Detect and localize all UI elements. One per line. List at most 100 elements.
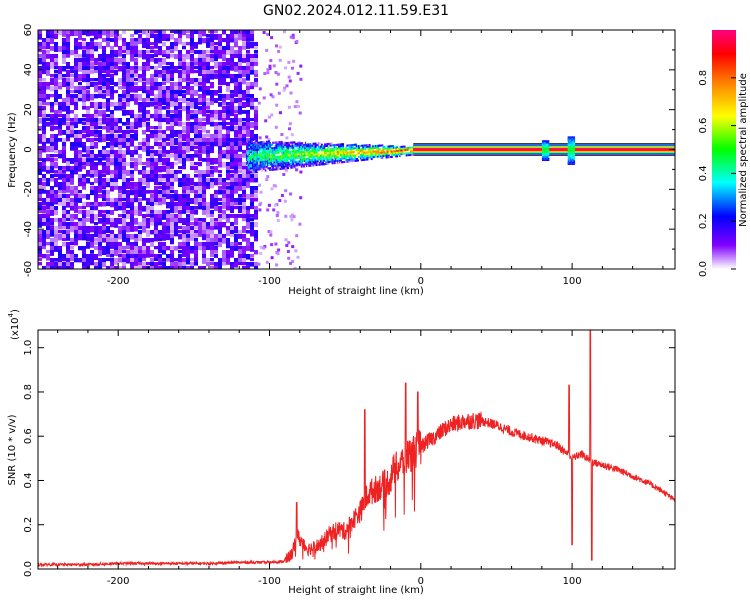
band-cell: [263, 158, 266, 161]
noise-cell: [206, 114, 210, 119]
band-cell: [397, 149, 400, 152]
noise-cell: [122, 186, 126, 191]
sparse-noise-cell: [272, 184, 276, 188]
band-cell: [358, 155, 360, 158]
noise-cell: [146, 114, 150, 118]
noise-cell: [230, 62, 234, 69]
noise-cell: [230, 142, 234, 148]
spur-cell-0: [547, 151, 550, 153]
noise-cell: [38, 186, 42, 190]
band-cell: [281, 144, 284, 147]
band-cell: [329, 144, 332, 147]
band-cell: [252, 151, 255, 154]
noise-cell: [66, 158, 70, 162]
band-cell: [261, 151, 264, 154]
sparse-noise-cell: [258, 183, 262, 187]
noise-cell: [130, 78, 134, 82]
noise-cell: [178, 246, 182, 250]
noise-cell: [242, 138, 246, 145]
spur-cell-1: [570, 160, 573, 162]
noise-cell: [210, 150, 214, 154]
noise-cell: [210, 178, 214, 185]
noise-cell: [106, 114, 110, 118]
band-cell: [272, 149, 275, 151]
noise-cell: [138, 114, 142, 119]
noise-cell: [62, 194, 66, 199]
spur-cell-0: [547, 149, 550, 152]
band-cell: [302, 145, 305, 148]
noise-cell: [74, 142, 78, 149]
noise-cell: [142, 250, 146, 257]
noise-cell: [90, 162, 94, 168]
noise-cell: [82, 58, 86, 64]
band-cell: [372, 152, 375, 155]
noise-cell: [250, 54, 254, 59]
noise-cell: [86, 30, 90, 37]
noise-cell: [62, 214, 66, 220]
noise-cell: [150, 30, 154, 37]
noise-cell: [42, 86, 46, 92]
noise-cell: [94, 202, 98, 208]
noise-cell: [70, 242, 74, 246]
noise-cell: [234, 246, 238, 251]
sparse-noise-cell: [274, 242, 278, 246]
noise-cell: [238, 186, 242, 191]
noise-cell: [218, 174, 222, 178]
noise-cell: [66, 182, 70, 188]
noise-cell: [222, 38, 226, 43]
noise-cell: [134, 118, 138, 124]
noise-cell: [54, 110, 58, 116]
noise-cell: [202, 222, 206, 228]
noise-cell: [210, 170, 214, 176]
noise-cell: [122, 158, 126, 163]
band-cell: [309, 159, 312, 162]
noise-cell: [190, 198, 194, 204]
noise-cell: [154, 158, 158, 163]
noise-cell: [62, 122, 66, 126]
band-cell: [367, 149, 370, 152]
band-cell: [298, 149, 301, 152]
noise-cell: [42, 102, 46, 106]
noise-cell: [46, 250, 50, 253]
noise-cell: [242, 30, 246, 36]
noise-cell: [198, 66, 202, 72]
spur-cell-0: [545, 154, 548, 157]
noise-cell: [58, 86, 62, 90]
noise-cell: [46, 50, 50, 54]
noise-cell: [106, 166, 110, 171]
noise-cell: [182, 98, 186, 104]
band-cell: [313, 148, 316, 151]
noise-cell: [126, 210, 130, 215]
noise-cell: [170, 122, 174, 128]
noise-cell: [142, 170, 146, 174]
spur-cell-1: [569, 161, 572, 164]
noise-cell: [206, 238, 210, 245]
noise-cell: [182, 54, 186, 58]
band-cell: [399, 149, 402, 152]
noise-cell: [182, 230, 186, 236]
band-cell: [366, 146, 369, 148]
spur-cell-1: [572, 153, 574, 156]
noise-cell: [46, 138, 50, 144]
band-cell: [254, 161, 257, 164]
noise-cell: [194, 110, 198, 117]
noise-cell: [118, 170, 122, 177]
band-cell: [412, 148, 414, 151]
sparse-noise-cell: [267, 137, 271, 141]
noise-cell: [42, 90, 46, 95]
noise-cell: [150, 130, 154, 137]
noise-cell: [62, 174, 66, 180]
noise-cell: [194, 226, 198, 230]
noise-cell: [142, 62, 146, 68]
band-cell: [282, 149, 285, 152]
band-cell: [364, 155, 367, 158]
noise-cell: [246, 58, 250, 63]
noise-cell: [230, 214, 234, 218]
noise-cell: [166, 266, 170, 269]
noise-cell: [50, 86, 54, 92]
noise-cell: [110, 74, 114, 80]
noise-cell: [226, 146, 230, 153]
noise-cell: [210, 158, 214, 165]
noise-cell: [186, 190, 190, 194]
band-cell: [266, 163, 269, 166]
